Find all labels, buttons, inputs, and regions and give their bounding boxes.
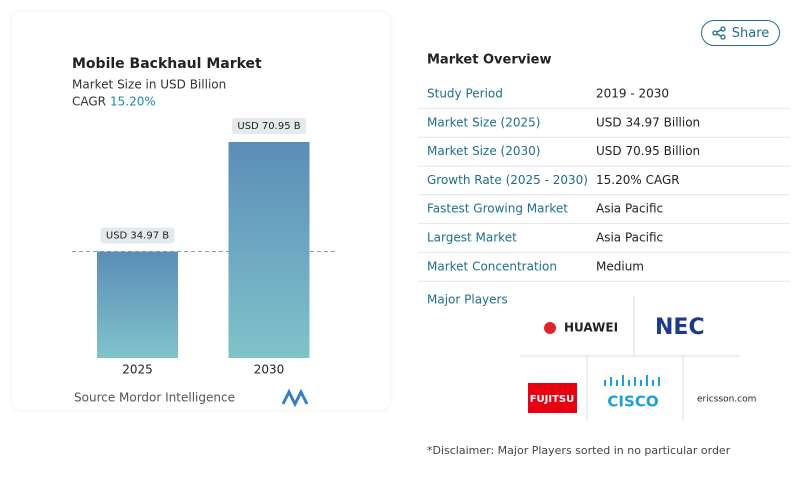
source: Mordor Intelligence xyxy=(119,391,235,405)
row-value: Medium xyxy=(596,259,644,273)
row-value: Asia Pacific xyxy=(596,202,663,216)
logo-ericsson: ericsson.com xyxy=(697,395,756,405)
value-label: USD 70.95 B xyxy=(237,121,300,132)
row-value: Asia Pacific xyxy=(596,231,663,245)
fujitsu-box xyxy=(528,383,577,413)
logo-cisco: CISCO xyxy=(607,393,658,411)
chart-card xyxy=(12,12,390,410)
overview-title: Market Overview xyxy=(427,53,551,68)
huawei-icon xyxy=(544,322,556,334)
chart-subtitle: Market Size in USD Billion xyxy=(72,78,226,92)
players-title: Major Players xyxy=(427,293,508,307)
logo-grid xyxy=(520,296,740,420)
share-label: Share xyxy=(731,25,770,41)
cagr-value: 15.20% xyxy=(110,95,156,109)
share-icon xyxy=(712,26,726,40)
row-value: 15.20% CAGR xyxy=(596,173,680,187)
cagr-label: CAGR xyxy=(72,95,106,109)
row-value: USD 34.97 Billion xyxy=(596,115,700,129)
value-label: USD 34.97 B xyxy=(106,231,169,242)
row-label: Study Period xyxy=(427,87,503,101)
value-label-box xyxy=(232,118,306,134)
row-label: Growth Rate (2025 - 2030) xyxy=(427,173,588,187)
row-value: 2019 - 2030 xyxy=(596,87,669,101)
row-label: Largest Market xyxy=(427,231,517,245)
logo-nec: NEC xyxy=(655,315,705,340)
bar xyxy=(97,251,178,358)
logo-fujitsu: FUJITSU xyxy=(530,394,575,405)
row-label: Market Size (2025) xyxy=(427,115,540,129)
x-tick-label: 2030 xyxy=(254,363,285,377)
chart-title: Mobile Backhaul Market xyxy=(72,56,262,72)
cisco-bars xyxy=(604,375,660,386)
row-label: Market Concentration xyxy=(427,259,557,273)
value-label-box xyxy=(100,227,175,244)
row-value: USD 70.95 Billion xyxy=(596,144,700,158)
source-label: Source : xyxy=(74,391,123,405)
bar xyxy=(228,142,310,358)
row-label: Market Size (2030) xyxy=(427,144,540,158)
disclaimer: *Disclaimer: Major Players sorted in no … xyxy=(427,444,731,457)
logo-huawei: HUAWEI xyxy=(564,321,618,335)
row-label: Fastest Growing Market xyxy=(427,202,568,216)
share-button[interactable]: Share xyxy=(701,20,780,46)
brand-logo xyxy=(281,388,309,408)
x-tick-label: 2025 xyxy=(122,363,153,377)
